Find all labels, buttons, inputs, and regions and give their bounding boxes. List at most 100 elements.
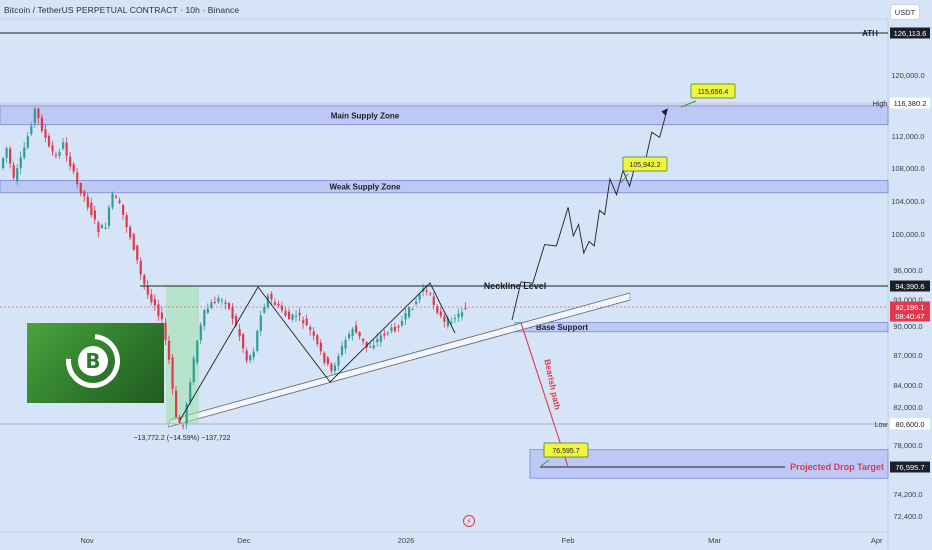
candle-body xyxy=(47,136,51,147)
x-tick-label-5: Apr xyxy=(871,536,883,545)
candle-body xyxy=(411,308,414,310)
candle-body xyxy=(217,297,220,302)
candle-body xyxy=(136,245,139,261)
y-tick-label-1: 112,000.0 xyxy=(892,132,925,141)
candle-body xyxy=(242,334,245,349)
current-price-countdown-text: 08:40:47 xyxy=(895,312,924,321)
candle-body xyxy=(390,327,393,332)
candle-body xyxy=(107,207,111,226)
candle-body xyxy=(238,329,241,337)
candle-body xyxy=(33,108,36,124)
candle-body xyxy=(369,346,372,348)
candle-body xyxy=(206,308,209,313)
candle-body xyxy=(153,299,157,306)
x-tick-label-2: 2026 xyxy=(398,536,415,545)
candle-body xyxy=(337,356,340,366)
zone-label-0: Main Supply Zone xyxy=(331,111,400,120)
ath-label: ATH xyxy=(862,29,878,38)
candle-body xyxy=(397,326,400,328)
candle-body xyxy=(316,335,319,344)
flash-icon[interactable]: ⚡ xyxy=(463,515,475,527)
target-badge-text: 76,595.7 xyxy=(895,463,924,472)
low-label: Low xyxy=(875,422,889,429)
candle-body xyxy=(192,358,195,382)
candle-body xyxy=(425,290,428,292)
candle-body xyxy=(393,326,397,331)
candle-body xyxy=(259,315,262,331)
candle-body xyxy=(326,357,329,364)
currency-button[interactable]: USDT xyxy=(890,4,920,20)
neckline-label: Neckline Level xyxy=(484,281,547,291)
zone-0 xyxy=(0,105,889,126)
candle-body xyxy=(79,183,82,194)
zone-1 xyxy=(0,179,889,194)
zone-3 xyxy=(529,449,889,479)
bitcoin-logo: B xyxy=(27,322,164,403)
candle-body xyxy=(178,417,181,423)
candle-body xyxy=(167,340,171,360)
ath-badge xyxy=(890,27,930,39)
candle-body xyxy=(93,210,96,220)
candle-body xyxy=(210,302,213,308)
candle-body xyxy=(386,332,390,334)
target-callout-1 xyxy=(622,156,668,172)
candle-body xyxy=(72,164,75,172)
candle-body xyxy=(132,234,135,250)
x-tick-label-3: Feb xyxy=(562,536,575,545)
candle-body xyxy=(118,200,121,203)
candle-body xyxy=(323,352,326,363)
candle-body xyxy=(235,316,238,326)
candle-body xyxy=(100,225,104,228)
measure-annotation: −13,772.2 (−14.59%) −137,722 xyxy=(133,435,230,442)
candle-body xyxy=(291,314,294,320)
candle-body xyxy=(400,321,404,326)
candle-body xyxy=(358,332,361,337)
target-connector-1 xyxy=(620,173,629,184)
candle-body xyxy=(171,357,174,389)
candle-body xyxy=(157,304,160,316)
candle-body xyxy=(51,145,54,152)
candle-body xyxy=(443,316,446,322)
low-badge xyxy=(890,418,930,430)
candle-body xyxy=(457,313,460,318)
pattern-zigzag xyxy=(179,282,456,421)
y-tick-label-12: 74,200.0 xyxy=(893,490,922,499)
candle-body xyxy=(270,293,273,300)
candle-body xyxy=(104,227,107,229)
candle-body xyxy=(44,129,47,138)
candle-body xyxy=(76,172,79,184)
current-price-badge xyxy=(890,301,930,322)
candle-body xyxy=(319,342,322,352)
y-tick-label-10: 82,000.0 xyxy=(893,403,922,412)
candle-body xyxy=(351,329,354,336)
candle-body xyxy=(54,154,58,156)
candle-body xyxy=(220,300,224,302)
current-price-badge-text: 92,196.1 xyxy=(895,303,924,312)
candle-body xyxy=(450,321,453,324)
candle-body xyxy=(460,312,464,317)
neckline-badge-text: 94,390.6 xyxy=(895,282,924,291)
candle-body xyxy=(418,294,421,300)
candle-body xyxy=(429,293,432,295)
candle-body xyxy=(252,351,255,358)
candle-body xyxy=(355,325,358,333)
target-callout-2 xyxy=(543,442,589,458)
candle-body xyxy=(432,296,435,305)
candle-body xyxy=(213,301,217,304)
candle-body xyxy=(439,311,442,316)
candle-body xyxy=(58,152,61,156)
candle-body xyxy=(111,193,114,208)
ath-badge-text: 126,113.6 xyxy=(894,29,927,38)
candle-body xyxy=(40,117,44,131)
candle-body xyxy=(287,311,291,320)
candle-body xyxy=(312,331,315,336)
candle-body xyxy=(150,294,153,303)
high-label: High xyxy=(873,101,888,108)
y-tick-label-5: 96,000.0 xyxy=(893,266,922,275)
candle-body xyxy=(19,157,22,169)
y-tick-label-13: 72,400.0 xyxy=(893,512,922,521)
candle-body xyxy=(372,345,375,349)
candle-body xyxy=(263,306,266,313)
